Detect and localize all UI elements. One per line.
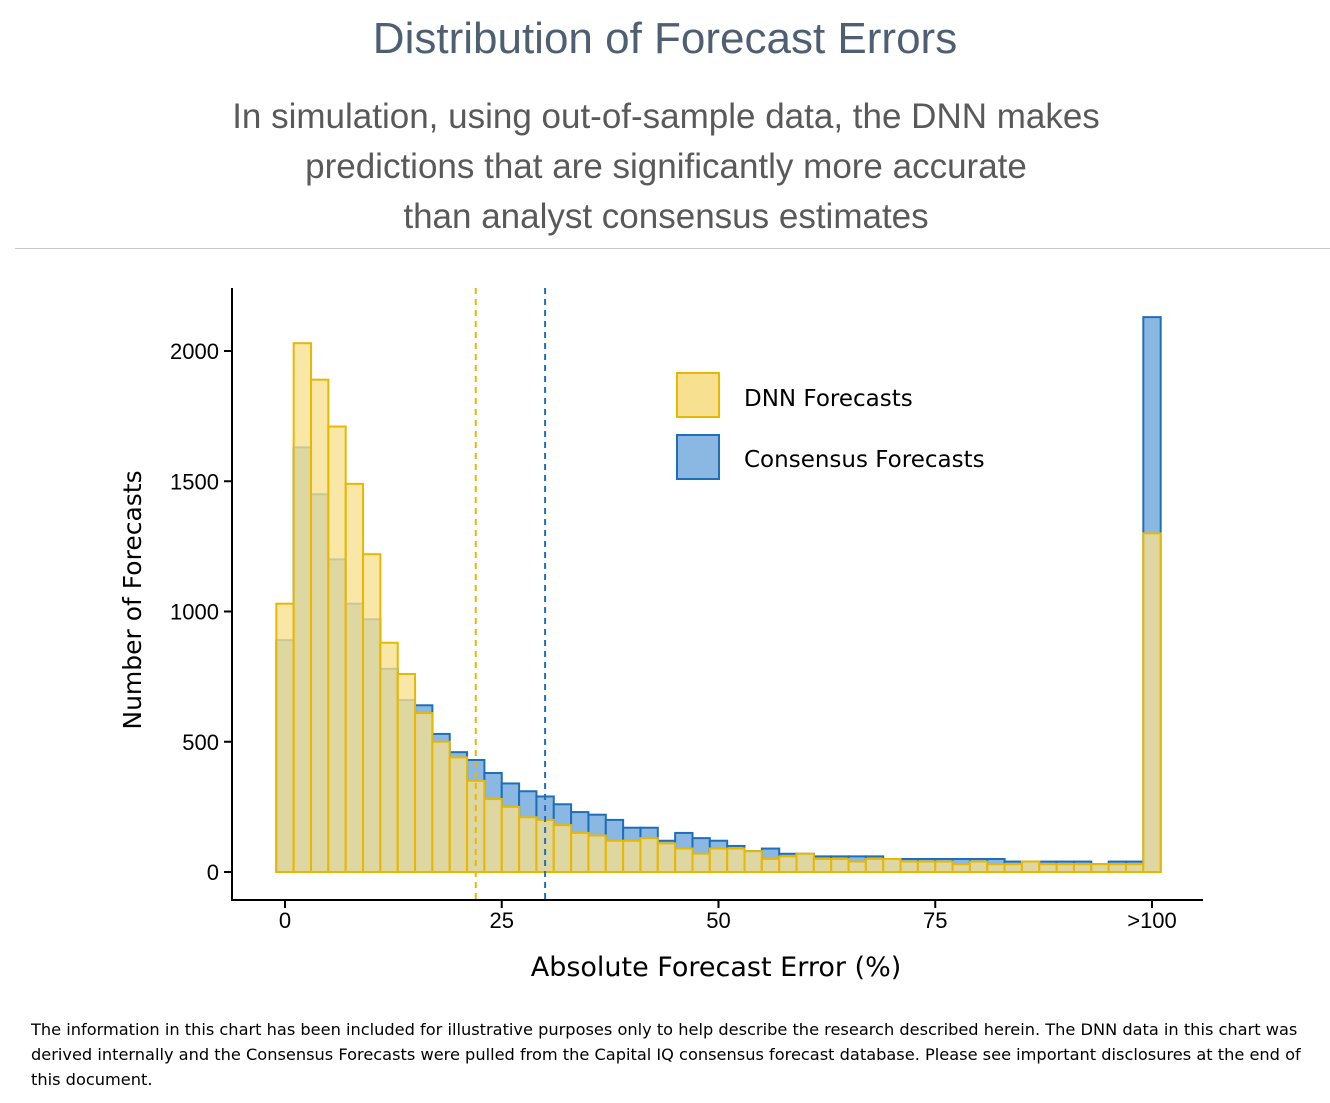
dnn-bar [899,860,919,874]
y-tick-label: 1000 [170,600,219,625]
dnn-bar [1107,863,1127,873]
dnn-bar [760,857,781,874]
dnn-bar [604,839,625,873]
dnn-bars [275,342,1162,874]
dnn-bar [587,834,607,874]
dnn-bar [986,863,1006,873]
dnn-bar [1072,863,1093,873]
dnn-bar [362,553,382,873]
dnn-bar [396,673,417,874]
dnn-bar [778,855,798,873]
x-tick-label: 25 [490,908,514,933]
dnn-bar [708,847,729,873]
dnn-bar [691,852,711,873]
dnn-bar [726,847,746,873]
dnn-bar [379,641,399,874]
dnn-bar [951,863,971,873]
divider [15,248,1330,249]
dnn-bar [275,602,295,873]
dnn-bar [1055,863,1075,873]
x-tick-label: >100 [1127,908,1177,933]
dnn-bar [1038,863,1058,873]
dnn-bar [483,798,503,873]
dnn-bar [570,831,590,873]
dnn-bar [916,860,937,874]
dnn-bar [882,857,902,874]
footnote: The information in this chart has been i… [31,1020,1301,1089]
legend: DNN Forecasts Consensus Forecasts [676,372,985,480]
x-axis-label: Absolute Forecast Error (%) [531,952,902,983]
legend-label-consensus: Consensus Forecasts [744,447,985,473]
dnn-bar [934,860,954,874]
y-tick-label: 0 [207,860,219,885]
page-subtitle: In simulation, using out-of-sample data,… [232,97,1100,236]
dnn-bar [431,740,451,873]
dnn-bar [552,824,573,873]
dnn-bar [743,850,763,873]
y-tick-label: 500 [182,730,219,755]
dnn-bar [344,482,365,873]
histogram-chart: 0 500 1000 1500 2000 0 25 50 75 >100 Absolute Fo… [118,288,1203,983]
dnn-bar [414,712,434,874]
dnn-bar [639,837,659,874]
y-tick-label: 2000 [170,339,219,364]
x-tick-label: 50 [706,908,730,933]
y-axis-label: Number of Forecasts [118,470,147,729]
y-ticks: 0 500 1000 1500 2000 [170,339,232,885]
dnn-bar [448,756,469,874]
x-ticks: 0 25 50 75 >100 [279,900,1177,933]
page-title: Distribution of Forecast Errors [372,14,958,63]
dnn-bar [1124,863,1145,873]
dnn-bar [656,842,677,874]
dnn-bar [968,860,989,874]
dnn-bar [674,847,694,873]
dnn-bar [518,816,538,873]
dnn-bar [864,857,885,874]
dnn-bar [1142,532,1162,873]
dnn-bar [1090,863,1110,873]
dnn-bar [622,839,642,873]
dnn-bar [310,378,330,873]
legend-label-dnn: DNN Forecasts [744,386,913,412]
dnn-bar [847,860,867,874]
dnn-bar [830,857,850,874]
x-tick-label: 0 [279,908,291,933]
dnn-bar [292,342,313,873]
legend-swatch-dnn [676,372,720,418]
x-tick-label: 75 [923,908,947,933]
legend-swatch-consensus [676,434,720,480]
dnn-bar [1020,860,1041,874]
dnn-bar [1003,863,1023,873]
dnn-bar [327,425,347,873]
dnn-bar [795,852,815,873]
dnn-bar [500,805,521,874]
y-tick-label: 1500 [170,469,219,494]
dnn-bar [812,857,833,874]
